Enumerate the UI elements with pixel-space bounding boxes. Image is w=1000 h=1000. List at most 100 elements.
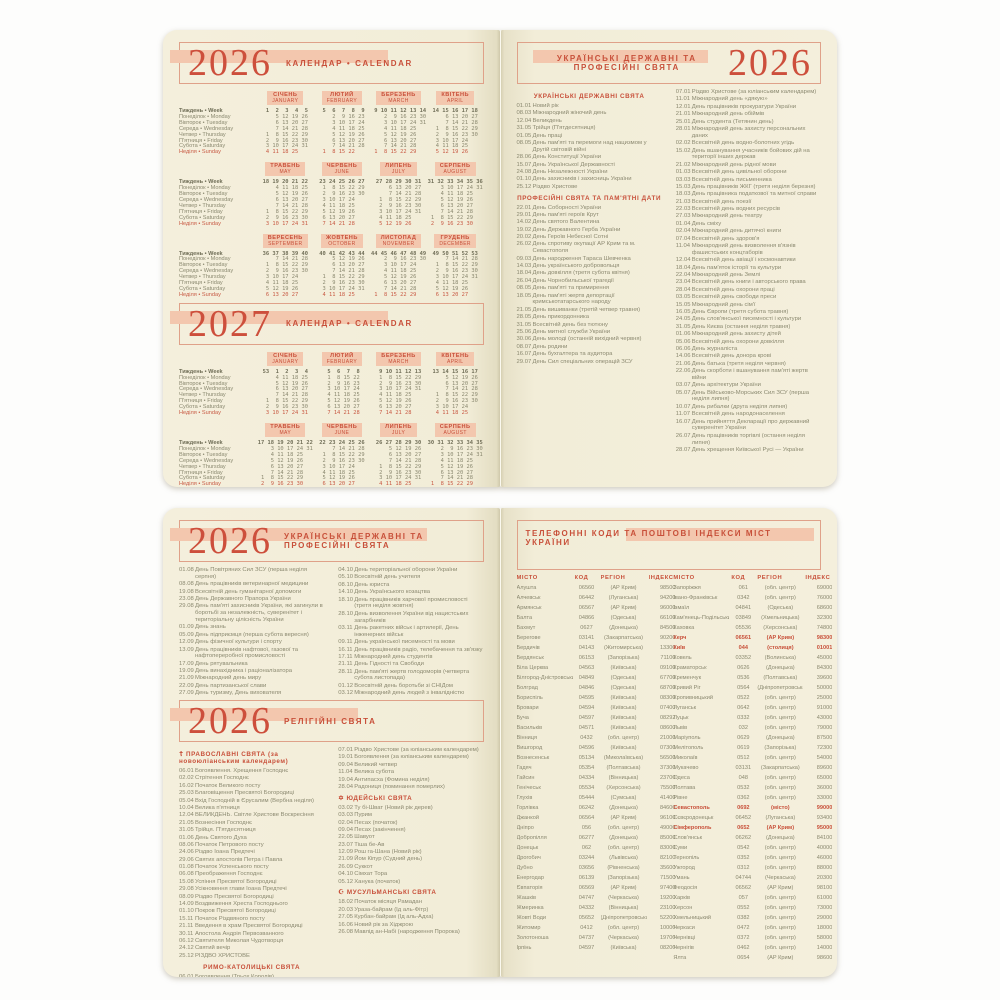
- weekday-label: Неділя • Sunday: [179, 220, 221, 227]
- weekday-label: Середа • Wednesday: [179, 196, 234, 203]
- city-name: Мелітополь: [673, 745, 704, 751]
- city-name: Алушта: [516, 585, 537, 591]
- month-name: СІЧЕНЬ JANUARY: [267, 91, 304, 105]
- date-numbers: 6 13 20 27: [257, 463, 313, 470]
- date-numbers: 6 13 20 27: [370, 280, 427, 287]
- postal-index: 45000: [816, 655, 833, 661]
- year-2026: 2026: [728, 42, 812, 84]
- date-numbers: 7 14 21 28: [370, 285, 427, 292]
- holiday-text: Ханука (початок): [354, 878, 401, 885]
- holiday-date: 15.08: [179, 878, 194, 885]
- date-numbers: 6 13 20 27: [432, 291, 478, 298]
- weekday-label: П'ятниця • Friday: [179, 280, 223, 287]
- holiday-date: 07.04: [675, 235, 691, 242]
- holiday-entry: 30.11 Апостола Андрія Первозванного: [179, 931, 324, 938]
- holiday-date: 27.09: [179, 690, 194, 695]
- week-numbers-row: Тиждень • Week 18 19 20 21 22 23 24 25 26 …: [179, 179, 484, 186]
- holiday-date: 29.08: [179, 603, 194, 610]
- date-numbers: 5 12 19 26: [257, 457, 313, 464]
- date-numbers: 30 31 32 33 34 35: [427, 440, 483, 446]
- date-numbers: 2 9 16 23 30: [370, 256, 427, 263]
- date-numbers: 1 8 15 22 29: [319, 274, 365, 281]
- holiday-date: 20.03: [338, 906, 353, 913]
- holiday-text: Великдень: [532, 117, 562, 124]
- page-phone-codes: ТЕЛЕФОННІ КОДИ ТА ПОШТОВІ ІНДЕКСИ МІСТ У…: [499, 508, 837, 977]
- holiday-text: Міжнародний день визволення в'язнів фаши…: [691, 243, 796, 256]
- column-header: ІНДЕКС: [648, 575, 674, 581]
- holiday-text: Всесвітній день охорони довкілля: [691, 338, 785, 345]
- holiday-date: 12.04: [179, 812, 194, 819]
- holiday-text: Всесвітній день книги і авторського прав…: [691, 279, 806, 286]
- month-cell: ЖОВТЕНЬ OCTOBER: [314, 232, 371, 250]
- date-numbers: 6 13 20 27: [375, 185, 422, 192]
- holiday-entry: 25.03 Благовіщення Пресвятої Богородиці: [179, 790, 324, 797]
- holiday-text: Песах (закінчення): [354, 826, 406, 833]
- phone-code: 0372: [737, 935, 750, 941]
- holiday-text: Песах (початок): [354, 819, 398, 826]
- holiday-date: 21.05: [179, 819, 194, 826]
- region-name: (обл. центр): [764, 935, 796, 941]
- weekday-label: Вівторок • Tuesday: [179, 451, 228, 458]
- city-name: Одеса: [673, 775, 690, 781]
- holiday-text: Всесвітній день без тютюну: [532, 321, 609, 328]
- phone-code: 06561: [735, 635, 752, 641]
- phone-code: 04841: [735, 605, 752, 611]
- date-numbers: 6 13 20 27: [319, 137, 365, 144]
- holiday-entry: 09.11 День української писемності та мови: [338, 639, 483, 646]
- holiday-entry: 31.05 Трійця (П'ятдесятниця): [517, 125, 662, 132]
- holiday-date: 14.10: [338, 589, 353, 596]
- holiday-text: День Державного Герба України: [532, 226, 621, 233]
- region-name: (АР Крим): [767, 885, 794, 891]
- city-name: Ужгород: [673, 865, 695, 871]
- date-numbers: 2 9 16 23 30: [262, 137, 309, 144]
- postal-index: 01001: [816, 645, 833, 651]
- holiday-entry: 28.01 Міжнародний день захисту персональн…: [676, 126, 821, 140]
- weekday-label: Тиждень • Week: [179, 440, 223, 446]
- holiday-entry: 15.11 Початок Різдвяного посту: [179, 916, 324, 923]
- date-numbers: 1 2 3 4 5: [262, 108, 309, 114]
- holiday-date: 21.11: [338, 661, 353, 668]
- weekday-label: Понеділок • Monday: [179, 374, 231, 381]
- holiday-text: Міжнародний день захисту дітей: [691, 331, 781, 338]
- region-name: (обл. центр): [764, 595, 796, 601]
- date-numbers: 4 11 18 25: [375, 481, 422, 487]
- column-header: ІНДЕКС: [805, 575, 831, 581]
- region-name: (АР Крим): [610, 815, 637, 821]
- week-numbers-row: Тиждень • Week 1 2 3 4 5 5 6 7 8 9 9 10 …: [179, 108, 484, 115]
- holiday-entry: 28.06 День Конституції України: [517, 154, 662, 161]
- holiday-date: 25.12: [516, 183, 532, 190]
- date-numbers: 6 13 20 27: [262, 291, 309, 298]
- holiday-date: 17.11: [338, 653, 353, 660]
- holiday-entry: 09.03 День народження Тараса Шевченка: [517, 256, 662, 263]
- phone-code: 0652: [737, 825, 750, 831]
- holiday-date: 29.01: [516, 211, 532, 218]
- month-label-spacer: [179, 232, 257, 250]
- holiday-entry: 27.03 Міжнародний день театру: [676, 213, 821, 220]
- holiday-entry: 13.09 День працівників нафтової, газової …: [179, 647, 324, 661]
- region-name: (обл. центр): [764, 725, 796, 731]
- holiday-entry: 01.08 Початок Успенського посту: [179, 864, 324, 871]
- city-name: Джанкой: [516, 815, 539, 821]
- postal-index: 23100: [659, 905, 676, 911]
- holiday-date: 18.04: [675, 264, 691, 271]
- date-numbers: 7 14 21 28: [375, 191, 422, 198]
- holiday-date: 31.05: [516, 321, 532, 328]
- holiday-text: Успіння Пресвятої Богородиці: [195, 878, 277, 885]
- column-header: МІСТО: [673, 575, 695, 581]
- holiday-entry: 08.03 Міжнародний жіночий день: [517, 110, 662, 117]
- phone-code: 0552: [737, 905, 750, 911]
- holiday-date: 18.04: [516, 270, 532, 277]
- calendar-title: КАЛЕНДАР • CALENDAR: [286, 319, 413, 329]
- weekday-row: Понеділок • Monday 4 11 18 25 1 8 15 22 …: [179, 374, 484, 382]
- holiday-entry: 29.06 Святих апостолів Петра і Павла: [179, 857, 324, 864]
- month-name-en: NOVEMBER: [382, 240, 415, 247]
- month-cell: ЛИПЕНЬ JULY: [370, 160, 427, 178]
- holiday-entry: 19.04 Антипасха (Фомина неділя): [338, 777, 483, 784]
- holiday-entry: 14.06 Всесвітній день донора крові: [676, 353, 821, 360]
- holiday-text: Святителя Миколая Чудотворця: [195, 937, 284, 944]
- holiday-entry: 06.01 Богоявлення. Хрещення Господнє: [179, 768, 324, 775]
- holiday-text: Початок Успенського посту: [195, 864, 269, 871]
- date-numbers: 3 10 17 24: [432, 404, 478, 411]
- holiday-entry: 07.01 Різдво Христове (за юліанським кале…: [676, 89, 821, 96]
